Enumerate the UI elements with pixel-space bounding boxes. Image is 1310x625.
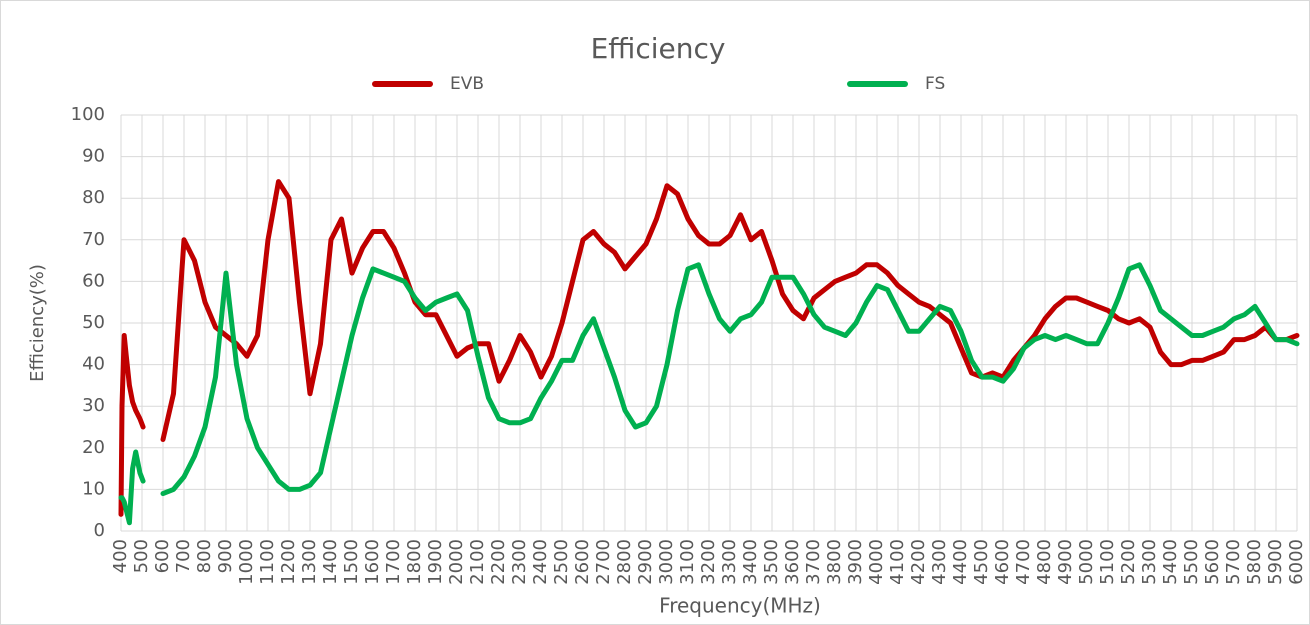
x-tick-label: 5400 <box>1160 539 1181 585</box>
x-tick-label: 2200 <box>488 539 509 585</box>
x-tick-label: 3700 <box>803 539 824 585</box>
y-tick-label: 30 <box>82 395 105 416</box>
x-tick-label: 5600 <box>1202 539 1223 585</box>
y-axis-label: Efficiency(%) <box>27 264 48 382</box>
series-line <box>118 179 1300 517</box>
x-tick-label: 4300 <box>929 539 950 585</box>
x-tick-label: 2400 <box>530 539 551 585</box>
x-tick-label: 1400 <box>320 539 341 585</box>
x-tick-label: 2900 <box>635 539 656 585</box>
x-tick-label: 2800 <box>614 539 635 585</box>
x-tick-label: 1900 <box>425 539 446 585</box>
x-tick-label: 4800 <box>1034 539 1055 585</box>
x-tick-label: 3100 <box>677 539 698 585</box>
y-tick-label: 0 <box>94 520 105 541</box>
x-tick-label: 600 <box>152 539 173 573</box>
x-tick-label: 1300 <box>299 539 320 585</box>
x-tick-label: 5500 <box>1181 539 1202 585</box>
x-axis-label: Frequency(MHz) <box>659 594 821 618</box>
x-tick-label: 2600 <box>572 539 593 585</box>
x-tick-label: 4900 <box>1055 539 1076 585</box>
legend-label: EVB <box>450 74 484 94</box>
x-tick-label: 5200 <box>1118 539 1139 585</box>
x-tick-label: 4600 <box>992 539 1013 585</box>
x-tick-label: 5900 <box>1265 539 1286 585</box>
x-tick-label: 2000 <box>446 539 467 585</box>
x-tick-label: 4400 <box>950 539 971 585</box>
x-tick-label: 5300 <box>1139 539 1160 585</box>
legend-label: FS <box>925 74 945 94</box>
y-tick-label: 20 <box>82 437 105 458</box>
x-tick-label: 1800 <box>404 539 425 585</box>
y-tick-label: 70 <box>82 229 105 250</box>
y-tick-label: 80 <box>82 187 105 208</box>
x-tick-label: 2300 <box>509 539 530 585</box>
y-tick-label: 100 <box>71 104 105 125</box>
x-tick-label: 700 <box>173 539 194 573</box>
x-tick-label: 3900 <box>845 539 866 585</box>
x-tick-label: 500 <box>131 539 152 573</box>
y-tick-label: 40 <box>82 354 105 375</box>
x-tick-label: 400 <box>110 539 131 573</box>
x-tick-label: 5700 <box>1223 539 1244 585</box>
x-tick-label: 1200 <box>278 539 299 585</box>
x-tick-label: 5800 <box>1244 539 1265 585</box>
x-tick-label: 4000 <box>866 539 887 585</box>
x-tick-label: 4700 <box>1013 539 1034 585</box>
y-tick-label: 60 <box>82 270 105 291</box>
x-tick-label: 5000 <box>1076 539 1097 585</box>
x-tick-label: 3300 <box>719 539 740 585</box>
x-tick-label: 1700 <box>383 539 404 585</box>
x-tick-label: 1000 <box>236 539 257 585</box>
x-tick-label: 3400 <box>740 539 761 585</box>
x-tick-label: 2500 <box>551 539 572 585</box>
series-line <box>118 262 1300 526</box>
x-tick-label: 3000 <box>656 539 677 585</box>
x-tick-label: 4100 <box>887 539 908 585</box>
x-tick-label: 1100 <box>257 539 278 585</box>
x-tick-label: 2100 <box>467 539 488 585</box>
x-tick-label: 800 <box>194 539 215 573</box>
x-tick-label: 900 <box>215 539 236 573</box>
x-tick-label: 4200 <box>908 539 929 585</box>
chart-title: Efficiency <box>591 32 726 65</box>
x-tick-label: 3600 <box>782 539 803 585</box>
x-tick-label: 3800 <box>824 539 845 585</box>
x-tick-label: 2700 <box>593 539 614 585</box>
x-tick-label: 3500 <box>761 539 782 585</box>
x-tick-label: 1500 <box>341 539 362 585</box>
y-tick-label: 10 <box>82 478 105 499</box>
x-tick-label: 4500 <box>971 539 992 585</box>
x-tick-label: 3200 <box>698 539 719 585</box>
x-tick-label: 5100 <box>1097 539 1118 585</box>
x-tick-label: 6000 <box>1286 539 1307 585</box>
y-tick-label: 50 <box>82 312 105 333</box>
y-tick-label: 90 <box>82 146 105 167</box>
x-tick-label: 1600 <box>362 539 383 585</box>
